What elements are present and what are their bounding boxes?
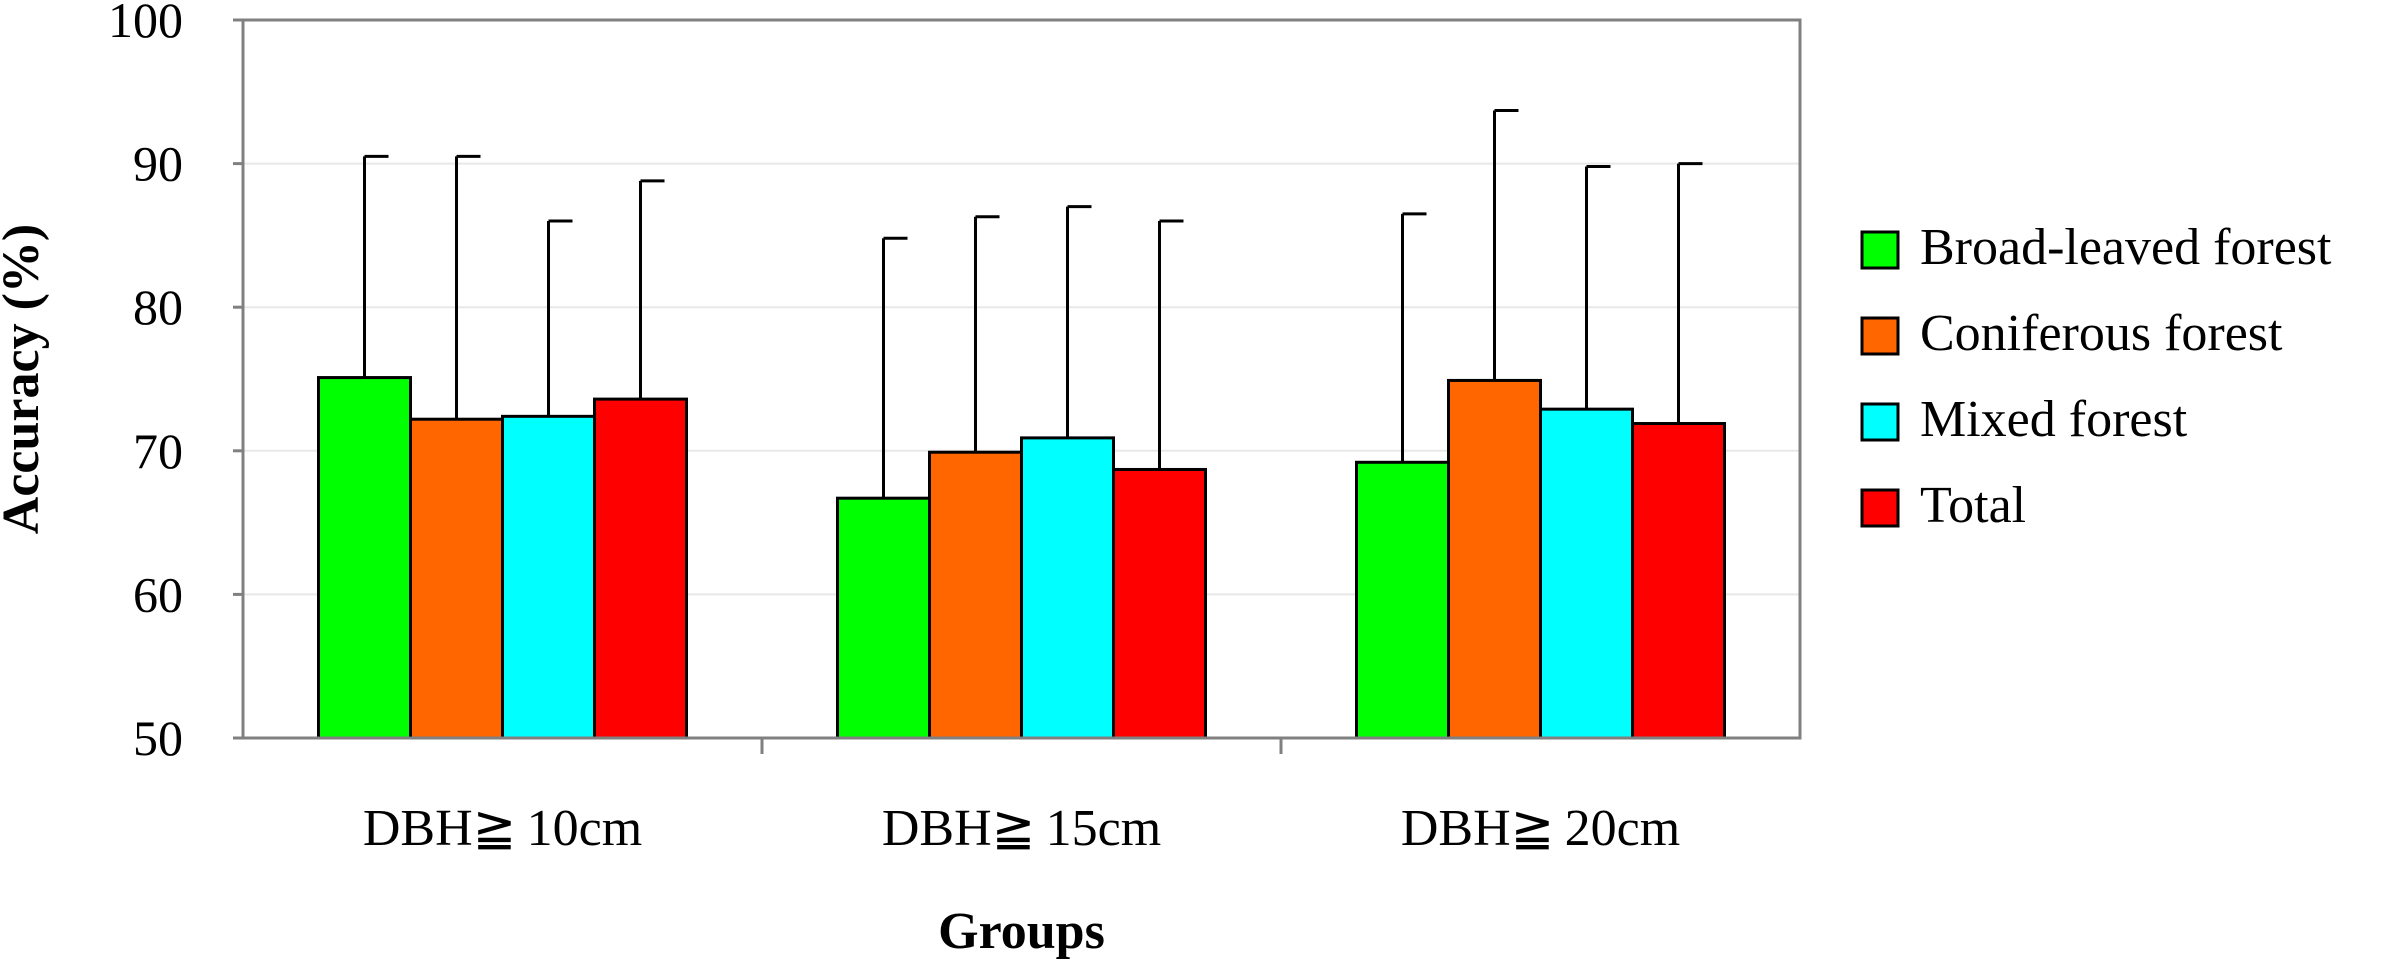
- bar: [1112, 467, 1207, 740]
- bar: [928, 450, 1023, 740]
- category-label: DBH≧ 20cm: [1401, 800, 1680, 857]
- y-tick-label: 90: [133, 136, 183, 192]
- bar: [317, 376, 412, 740]
- y-tick-label: 50: [133, 710, 183, 766]
- bar: [501, 414, 596, 740]
- y-tick-label: 70: [133, 423, 183, 479]
- bar: [593, 397, 688, 740]
- legend-swatch: [1860, 230, 1900, 270]
- y-axis-title: Accuracy (%): [0, 224, 50, 534]
- legend-label: Coniferous forest: [1920, 305, 2283, 362]
- legend-swatch: [1860, 316, 1900, 356]
- error-bars: [363, 108, 1703, 499]
- y-tick-labels: 50 60 70 80 90 100: [108, 0, 183, 766]
- x-axis-title: Groups: [938, 903, 1105, 960]
- legend-item: Coniferous forest: [1860, 305, 2283, 362]
- bar: [1447, 378, 1542, 740]
- x-category-labels: DBH≧ 10cm DBH≧ 15cm DBH≧ 20cm: [363, 800, 1680, 857]
- legend-swatch: [1860, 402, 1900, 442]
- legend-item: Mixed forest: [1860, 391, 2188, 448]
- bar: [1631, 422, 1726, 740]
- category-label: DBH≧ 10cm: [363, 800, 642, 857]
- bars: [317, 376, 1726, 740]
- legend-label: Mixed forest: [1920, 391, 2188, 448]
- y-tick-label: 100: [108, 0, 183, 48]
- legend-swatch: [1860, 488, 1900, 528]
- bar: [1355, 460, 1450, 740]
- legend-item: Broad-leaved forest: [1860, 219, 2332, 276]
- axes: [233, 18, 1800, 754]
- legend: Broad-leaved forest Coniferous forest Mixe…: [1860, 219, 2332, 534]
- y-tick-label: 80: [133, 279, 183, 335]
- legend-label: Broad-leaved forest: [1920, 219, 2332, 276]
- bar: [409, 417, 504, 740]
- category-label: DBH≧ 15cm: [882, 800, 1161, 857]
- bar: [1020, 436, 1115, 740]
- legend-label: Total: [1920, 477, 2026, 534]
- bar: [836, 496, 931, 740]
- y-tick-label: 60: [133, 566, 183, 622]
- legend-item: Total: [1860, 477, 2026, 534]
- bar: [1539, 407, 1634, 740]
